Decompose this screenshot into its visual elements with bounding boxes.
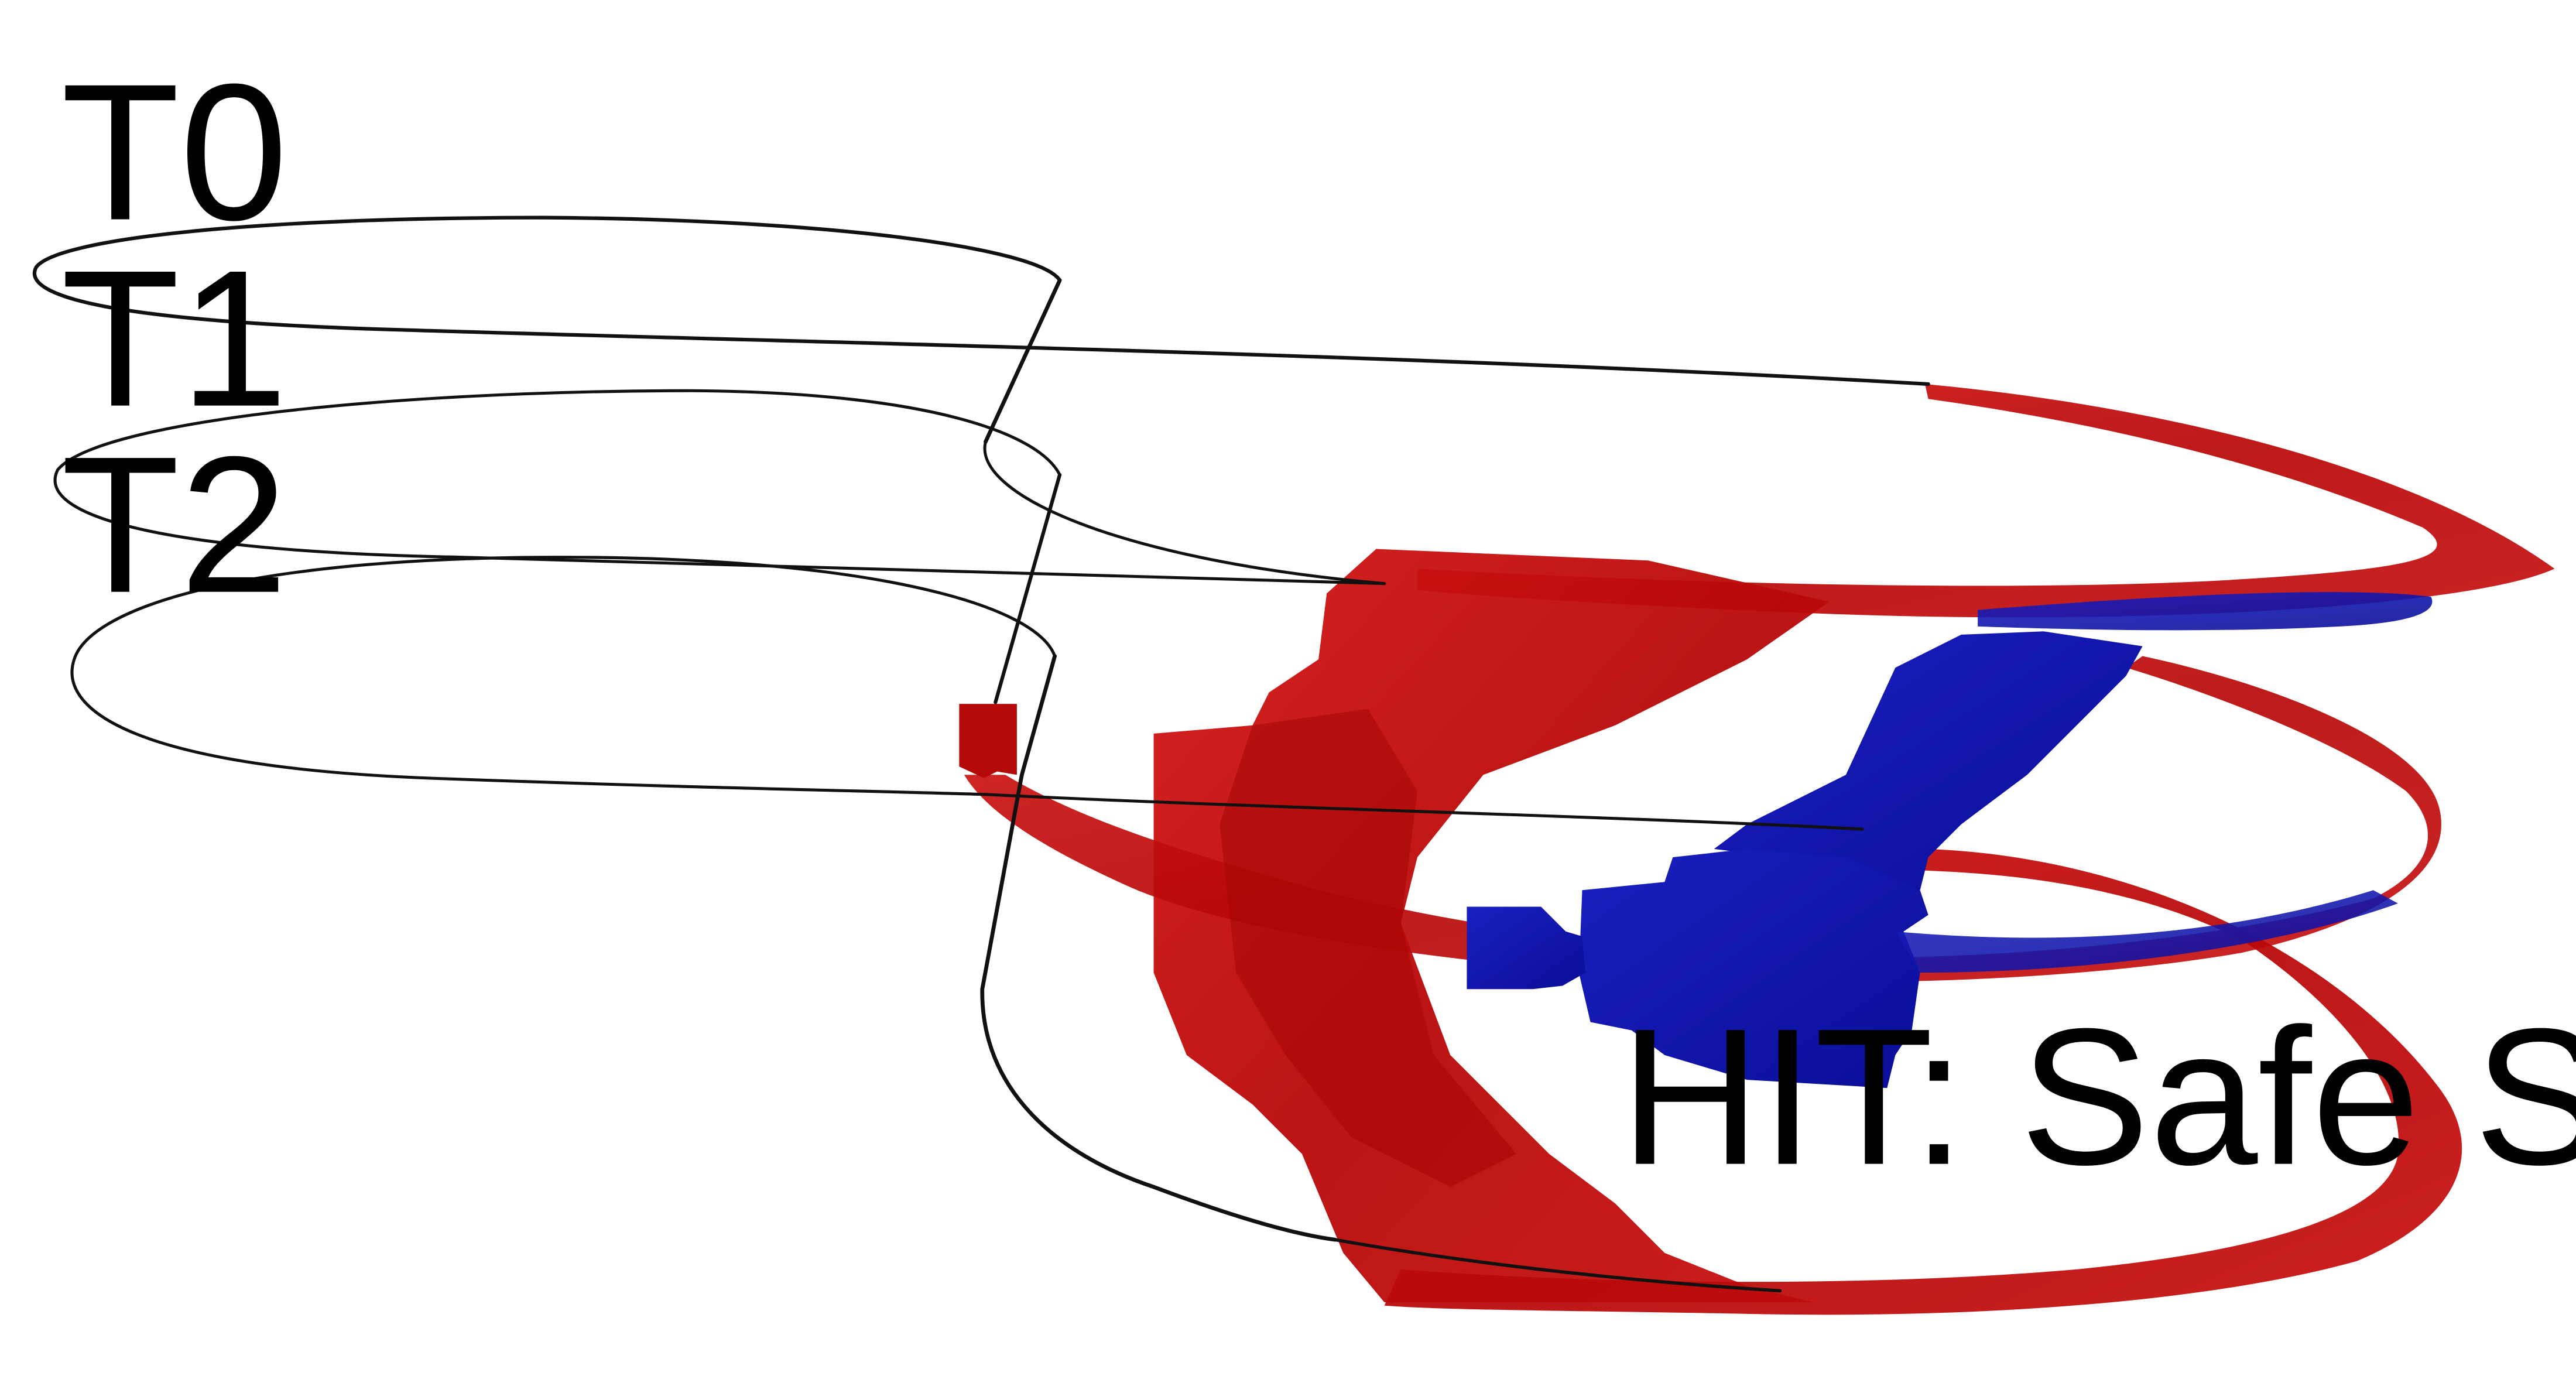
blue-column bbox=[1714, 631, 2143, 907]
trajectory-bottom bbox=[1333, 1238, 1782, 1293]
red-region bbox=[959, 384, 2555, 1315]
trajectory-loop-t2 bbox=[70, 556, 1864, 831]
label-t0: T0 bbox=[61, 43, 288, 261]
blue-ring-middle bbox=[1895, 890, 2398, 973]
blue-region bbox=[1467, 592, 2433, 1089]
label-t2: T2 bbox=[61, 416, 288, 634]
label-hit: HIT: Safe Separation bbox=[1620, 988, 2576, 1207]
label-t1: T1 bbox=[61, 230, 288, 447]
trajectory bbox=[32, 215, 1930, 1293]
trajectory-descent-1 bbox=[984, 278, 1062, 444]
blue-ring-top bbox=[1978, 592, 2433, 631]
trajectory-descent-3 bbox=[980, 654, 1337, 1242]
trajectory-loop-t1 bbox=[983, 440, 1386, 586]
trajectory-descent-2 bbox=[994, 473, 1062, 704]
trajectory-loop-t1-back bbox=[53, 389, 1386, 586]
blue-core bbox=[1578, 848, 1928, 1089]
red-column-shadow bbox=[1220, 709, 1516, 1187]
trajectory-loop-t0 bbox=[32, 215, 1930, 386]
blue-left-block bbox=[1467, 906, 1586, 990]
red-connector bbox=[959, 704, 1017, 778]
